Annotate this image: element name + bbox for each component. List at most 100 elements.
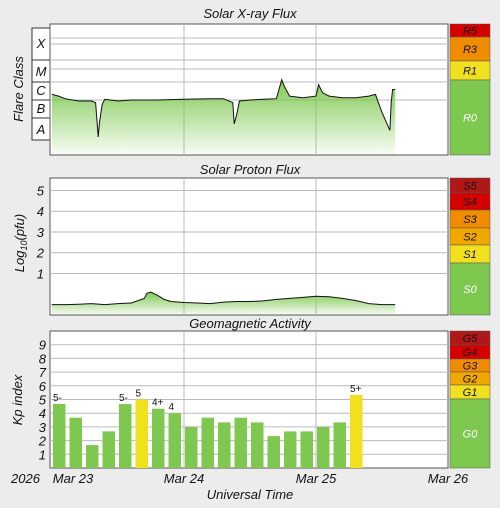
proton-tick-3: 3 [37, 225, 45, 240]
kp-tick-6: 6 [39, 379, 47, 394]
proton-title: Solar Proton Flux [200, 162, 301, 177]
kp-bar-0 [53, 404, 66, 468]
proton-flux-area [52, 292, 396, 315]
proton-s-scale: S5 S4 S3 S2 S1 S0 [449, 177, 491, 316]
kp-tick-7: 7 [39, 365, 47, 380]
kp-bar-label-0: 5- [53, 393, 62, 404]
kp-scale-label-g0: G0 [463, 429, 479, 441]
xray-flux-area [52, 79, 396, 155]
xray-scale-label-r5: R5 [463, 26, 478, 38]
kp-gridlines [50, 331, 448, 468]
xray-panel: Solar X-ray Flux Flare Class X M C B A R… [11, 6, 491, 156]
kp-scale-label-g4: G4 [463, 347, 478, 359]
x-tick-mar-25: Mar 25 [296, 471, 337, 486]
kp-tick-5: 5 [39, 393, 47, 408]
proton-ylabel-rest: (pfu) [12, 214, 27, 241]
proton-tick-4: 4 [37, 204, 44, 219]
kp-scale-label-g3: G3 [463, 361, 479, 373]
kp-bar-10 [218, 422, 231, 468]
kp-tick-9: 9 [39, 338, 46, 353]
proton-scale-label-s1: S1 [463, 249, 476, 261]
kp-bar-label-4: 5- [119, 393, 128, 404]
class-label-a: A [36, 122, 46, 137]
kp-bar-8 [185, 426, 198, 468]
kp-tick-2: 2 [38, 434, 47, 449]
x-axis-year: 2026 [10, 471, 41, 486]
xray-flux-line [51, 78, 396, 138]
xray-ylabel: Flare Class [11, 56, 26, 122]
proton-tick-2: 2 [36, 246, 45, 261]
kp-bar-label-18: 5+ [350, 384, 362, 395]
xray-scale-label-r1: R1 [463, 66, 477, 78]
kp-ylabel: Kp index [10, 374, 25, 425]
kp-bar-7 [168, 413, 181, 468]
kp-bar-6 [152, 408, 165, 468]
proton-ylabel: Log10(pfu) [12, 214, 29, 272]
proton-ylabel-sub: 10 [19, 241, 29, 251]
kp-bar-14 [284, 431, 297, 468]
xray-series [51, 78, 396, 155]
x-axis-title: Universal Time [207, 487, 294, 502]
kp-bar-16 [317, 426, 330, 468]
kp-tick-8: 8 [39, 351, 47, 366]
kp-scale-g0 [449, 398, 491, 469]
kp-title: Geomagnetic Activity [189, 316, 312, 331]
proton-scale-label-s3: S3 [463, 214, 477, 226]
xray-scale-label-r0: R0 [463, 113, 478, 125]
kp-bar-9 [201, 417, 214, 468]
kp-bar-4 [119, 404, 132, 468]
kp-tick-4: 4 [39, 406, 46, 421]
proton-scale-label-s2: S2 [463, 232, 476, 244]
kp-panel: Geomagnetic Activity Kp index 987654321 … [10, 316, 491, 469]
class-label-b: B [37, 101, 46, 116]
kp-bar-13 [267, 436, 280, 468]
proton-tick-1: 1 [37, 266, 44, 281]
kp-bars: 5- 5- 5 4+ 4 5+ [53, 384, 363, 468]
xray-scale-label-r3: R3 [463, 44, 478, 56]
x-tick-mar-26: Mar 26 [428, 471, 469, 486]
kp-scale-label-g1: G1 [463, 387, 478, 399]
proton-scale-label-s0: S0 [463, 284, 477, 296]
kp-bar-1 [69, 417, 82, 468]
proton-scale-s0 [449, 262, 491, 316]
kp-bar-label-7: 4 [169, 402, 175, 413]
kp-bar-15 [300, 431, 313, 468]
kp-bar-5 [135, 399, 148, 468]
kp-tick-1: 1 [39, 447, 46, 462]
proton-scale-label-s5: S5 [463, 181, 477, 193]
kp-bar-label-6: 4+ [152, 398, 164, 409]
kp-bar-18 [350, 395, 363, 468]
class-label-x: X [36, 36, 47, 51]
kp-bar-11 [234, 417, 247, 468]
proton-flux-line [51, 291, 396, 306]
xray-scale-r3 [449, 36, 491, 62]
proton-plot-area [49, 177, 449, 316]
kp-bar-3 [102, 431, 115, 468]
kp-bar-label-5: 5 [136, 389, 142, 400]
kp-scale-label-g2: G2 [463, 374, 478, 386]
kp-bar-12 [251, 422, 264, 468]
kp-scale-label-g5: G5 [463, 333, 479, 345]
xray-title: Solar X-ray Flux [203, 6, 297, 21]
flare-class-boxes: X M C B A [31, 27, 51, 141]
xray-gridlines [50, 24, 448, 155]
proton-tick-5: 5 [37, 183, 45, 198]
proton-series [51, 291, 396, 315]
kp-bar-17 [333, 422, 346, 468]
proton-scale-label-s4: S4 [463, 197, 476, 209]
proton-gridlines [50, 178, 448, 315]
kp-bar-2 [86, 445, 99, 468]
proton-tick-labels: 5 4 3 2 1 [36, 183, 45, 281]
x-tick-mar-24: Mar 24 [164, 471, 204, 486]
xray-r-scale: R5 R3 R1 R0 [449, 23, 491, 156]
proton-ylabel-main: Log [12, 250, 27, 272]
class-label-c: C [36, 83, 46, 98]
kp-tick-3: 3 [39, 420, 47, 435]
x-tick-mar-23: Mar 23 [53, 471, 94, 486]
xray-scale-r0 [449, 79, 491, 156]
class-label-m: M [36, 64, 47, 79]
